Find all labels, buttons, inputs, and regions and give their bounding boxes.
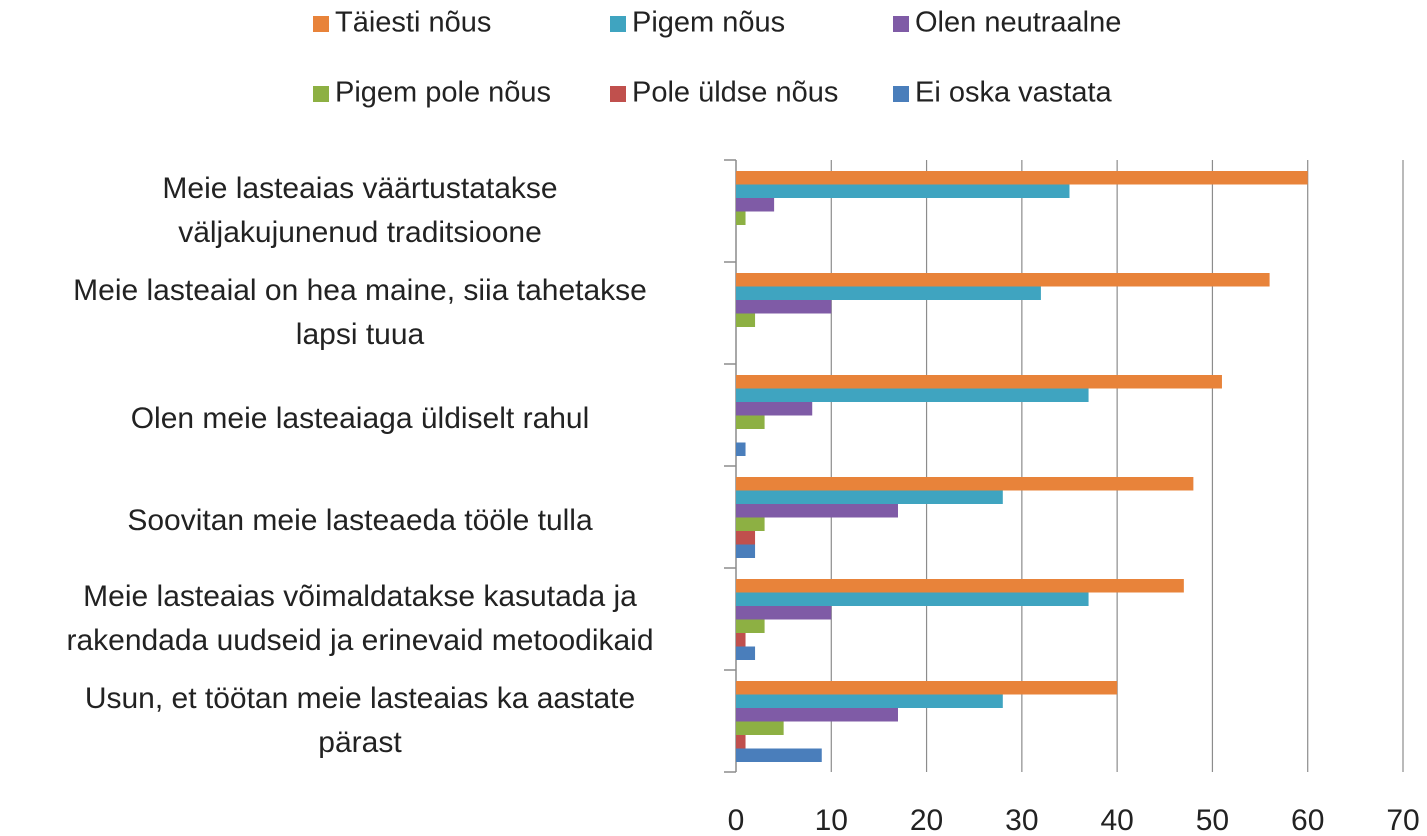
bar xyxy=(736,171,1308,185)
bar xyxy=(736,544,756,558)
legend-label: Täiesti nõus xyxy=(335,7,491,39)
bar xyxy=(736,531,756,545)
bar xyxy=(736,198,775,212)
bar xyxy=(736,694,1003,708)
y-tick-label: Olen meie lasteaiaga üldiselt rahul xyxy=(130,402,590,435)
x-tick-label: 60 xyxy=(1291,804,1324,836)
legend-swatch xyxy=(893,16,909,32)
bar xyxy=(736,721,784,735)
bar xyxy=(736,184,1070,198)
legend-swatch xyxy=(610,16,626,32)
x-tick-label: 40 xyxy=(1100,804,1133,836)
bar xyxy=(736,517,765,531)
legend-swatch xyxy=(893,86,909,102)
legend-label: Ei oska vastata xyxy=(915,77,1113,109)
bar xyxy=(736,442,746,456)
bar xyxy=(736,681,1118,695)
x-tick-label: 70 xyxy=(1386,804,1419,836)
bar xyxy=(736,592,1089,606)
y-tick-label: Meie lasteaial on hea maine, siia taheta… xyxy=(73,274,647,351)
bar xyxy=(736,477,1194,491)
bar xyxy=(736,735,746,749)
y-tick-label: Usun, et töötan meie lasteaias ka aastat… xyxy=(84,682,636,759)
x-tick-label: 50 xyxy=(1196,804,1229,836)
x-tick-label: 30 xyxy=(1005,804,1038,836)
bar xyxy=(736,646,756,660)
bar xyxy=(736,619,765,633)
y-tick-label: Soovitan meie lasteaeda tööle tulla xyxy=(127,504,593,537)
bar xyxy=(736,708,898,722)
bar xyxy=(736,579,1184,593)
bar xyxy=(736,490,1003,504)
legend-label: Pigem nõus xyxy=(632,7,785,39)
legend-label: Olen neutraalne xyxy=(915,7,1121,39)
bar xyxy=(736,415,765,429)
bar xyxy=(736,748,822,762)
bar xyxy=(736,300,832,314)
bar xyxy=(736,504,898,518)
bar xyxy=(736,286,1041,300)
bar xyxy=(736,375,1222,389)
legend-swatch xyxy=(610,86,626,102)
x-tick-label: 10 xyxy=(815,804,848,836)
legend-swatch xyxy=(313,16,329,32)
y-tick-label: Meie lasteaias võimaldatakse kasutada ja… xyxy=(66,580,654,657)
legend-label: Pigem pole nõus xyxy=(335,77,551,109)
bar xyxy=(736,313,756,327)
bar xyxy=(736,211,746,225)
legend-swatch xyxy=(313,86,329,102)
y-tick-label: Meie lasteaias väärtustatakse väljakujun… xyxy=(162,172,558,249)
bar xyxy=(736,388,1089,402)
bar xyxy=(736,633,746,647)
x-tick-label: 20 xyxy=(910,804,943,836)
legend-label: Pole üldse nõus xyxy=(632,77,838,109)
x-tick-label: 0 xyxy=(728,804,745,836)
bar xyxy=(736,273,1270,287)
bar xyxy=(736,606,832,620)
bar xyxy=(736,402,813,416)
